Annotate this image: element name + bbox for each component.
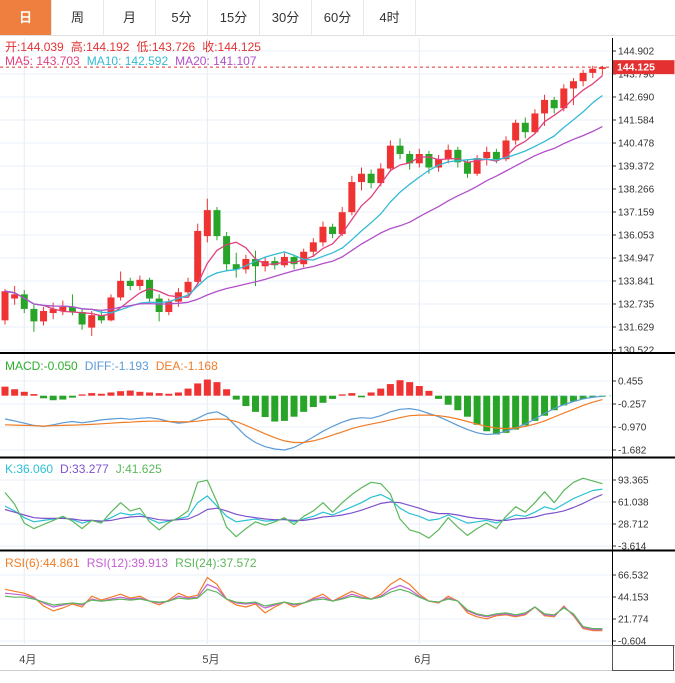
diff-value-stat: DIFF:-1.193	[84, 359, 149, 373]
rsi6-line	[4, 576, 603, 632]
rsi12-line	[4, 583, 603, 631]
price-axis-label: 141.584	[618, 116, 655, 127]
tab-60min[interactable]: 60分	[312, 0, 364, 35]
rsi-axis-label: -0.604	[618, 637, 647, 648]
low-stat: 低:143.726	[136, 40, 195, 54]
high-label: 高:	[70, 40, 87, 54]
tab-5min[interactable]: 5分	[156, 0, 208, 35]
kdj-info-row: K:36.060 D:33.277 J:41.625	[5, 462, 169, 476]
tab-15min[interactable]: 15分	[208, 0, 260, 35]
low-value: 143.726	[151, 40, 196, 54]
ma20-stat: MA20: 141.107	[175, 54, 257, 68]
price-axis-label: 140.478	[618, 139, 655, 150]
axis-corner-box	[612, 645, 674, 671]
macd-axis-label: -1.682	[618, 446, 647, 457]
last-price-tag-text: 144.125	[617, 62, 655, 74]
xaxis-month-labels: 4月 5月 6月	[19, 654, 431, 666]
candlestick-layer	[1, 65, 606, 336]
price-axis-label: 131.629	[618, 323, 655, 334]
open-label: 开:	[5, 40, 21, 54]
price-axis-label: 143.796	[618, 70, 655, 81]
vertical-gridlines	[23, 38, 420, 644]
j-line	[4, 477, 603, 539]
close-stat: 收:144.125	[202, 40, 261, 54]
ma10-stat: MA10: 142.592	[86, 54, 169, 68]
kdj-axis	[0, 479, 616, 547]
k-value-stat: K:36.060	[5, 462, 54, 476]
month-label: 5月	[202, 654, 219, 666]
price-axis-label: 144.902	[618, 47, 655, 58]
rsi-axis-label: 44.153	[618, 593, 649, 604]
ma5-stat: MA5: 143.703	[5, 54, 80, 68]
month-label: 4月	[19, 654, 36, 666]
d-line	[4, 493, 603, 522]
rsi-axis-label: 66.532	[618, 571, 649, 582]
tab-daily[interactable]: 日	[0, 0, 52, 35]
month-label: 6月	[414, 654, 431, 666]
price-axis-label: 130.522	[618, 346, 655, 357]
rsi6-value-stat: RSI(6):44.861	[5, 556, 80, 570]
high-stat: 高:144.192	[71, 40, 130, 54]
macd-histogram	[1, 379, 606, 435]
dea-value-stat: DEA:-1.168	[155, 359, 218, 373]
tab-30min[interactable]: 30分	[260, 0, 312, 35]
kdj-axis-label: 61.038	[618, 498, 649, 509]
rsi24-line	[4, 588, 603, 630]
high-value: 144.192	[86, 40, 130, 54]
kdj-axis-label: 93.365	[618, 476, 649, 487]
rsi-axis-label: 21.774	[618, 615, 649, 626]
open-stat: 开:144.039	[5, 40, 64, 54]
rsi24-value-stat: RSI(24):37.572	[175, 556, 257, 570]
macd-axis-label: -0.970	[618, 423, 647, 434]
ma5-line	[4, 75, 603, 317]
price-axis-label: 139.372	[618, 162, 655, 173]
price-axis-label: 132.735	[618, 300, 655, 311]
rsi-axis	[0, 574, 616, 642]
dea-line	[4, 399, 603, 444]
kdj-axis-label: -3.614	[618, 542, 647, 553]
price-axis-label: 133.841	[618, 277, 655, 288]
macd-axis-label: 0.455	[618, 377, 643, 388]
ma-info-row: MA5: 143.703 MA10: 142.592 MA20: 141.107	[5, 54, 264, 68]
price-axis-label: 142.690	[618, 93, 655, 104]
macd-info-row: MACD:-0.050 DIFF:-1.193 DEA:-1.168	[5, 359, 225, 373]
last-price-tag	[612, 60, 675, 75]
kdj-axis-label: 28.712	[618, 520, 649, 531]
price-axis-label: 134.947	[618, 254, 655, 265]
price-axis-label: 136.053	[618, 231, 655, 242]
rsi-info-row: RSI(6):44.861 RSI(12):39.913 RSI(24):37.57…	[5, 556, 264, 570]
tab-monthly[interactable]: 月	[104, 0, 156, 35]
low-label: 低:	[136, 40, 152, 54]
d-value-stat: D:33.277	[60, 462, 109, 476]
price-axis-label: 138.266	[618, 185, 655, 196]
close-value: 144.125	[217, 40, 261, 54]
price-axis-label: 137.159	[618, 208, 655, 219]
open-value: 144.039	[20, 40, 64, 54]
rsi12-value-stat: RSI(12):39.913	[86, 556, 169, 570]
ma20-line	[4, 126, 603, 312]
close-label: 收:	[202, 40, 218, 54]
tab-weekly[interactable]: 周	[52, 0, 104, 35]
tab-4hour[interactable]: 4时	[364, 0, 416, 35]
ma10-line	[4, 94, 603, 314]
macd-value-stat: MACD:-0.050	[5, 359, 78, 373]
timeframe-tabbar: 日周月 5分 15分 30分 60分 4时	[0, 0, 675, 36]
price-axis	[0, 50, 616, 351]
macd-axis-label: -0.257	[618, 400, 647, 411]
ohlc-info-row: 开:144.039 高:144.192 低:143.726 收:144.125	[5, 40, 268, 54]
k-line	[4, 488, 603, 524]
j-value-stat: J:41.625	[115, 462, 162, 476]
